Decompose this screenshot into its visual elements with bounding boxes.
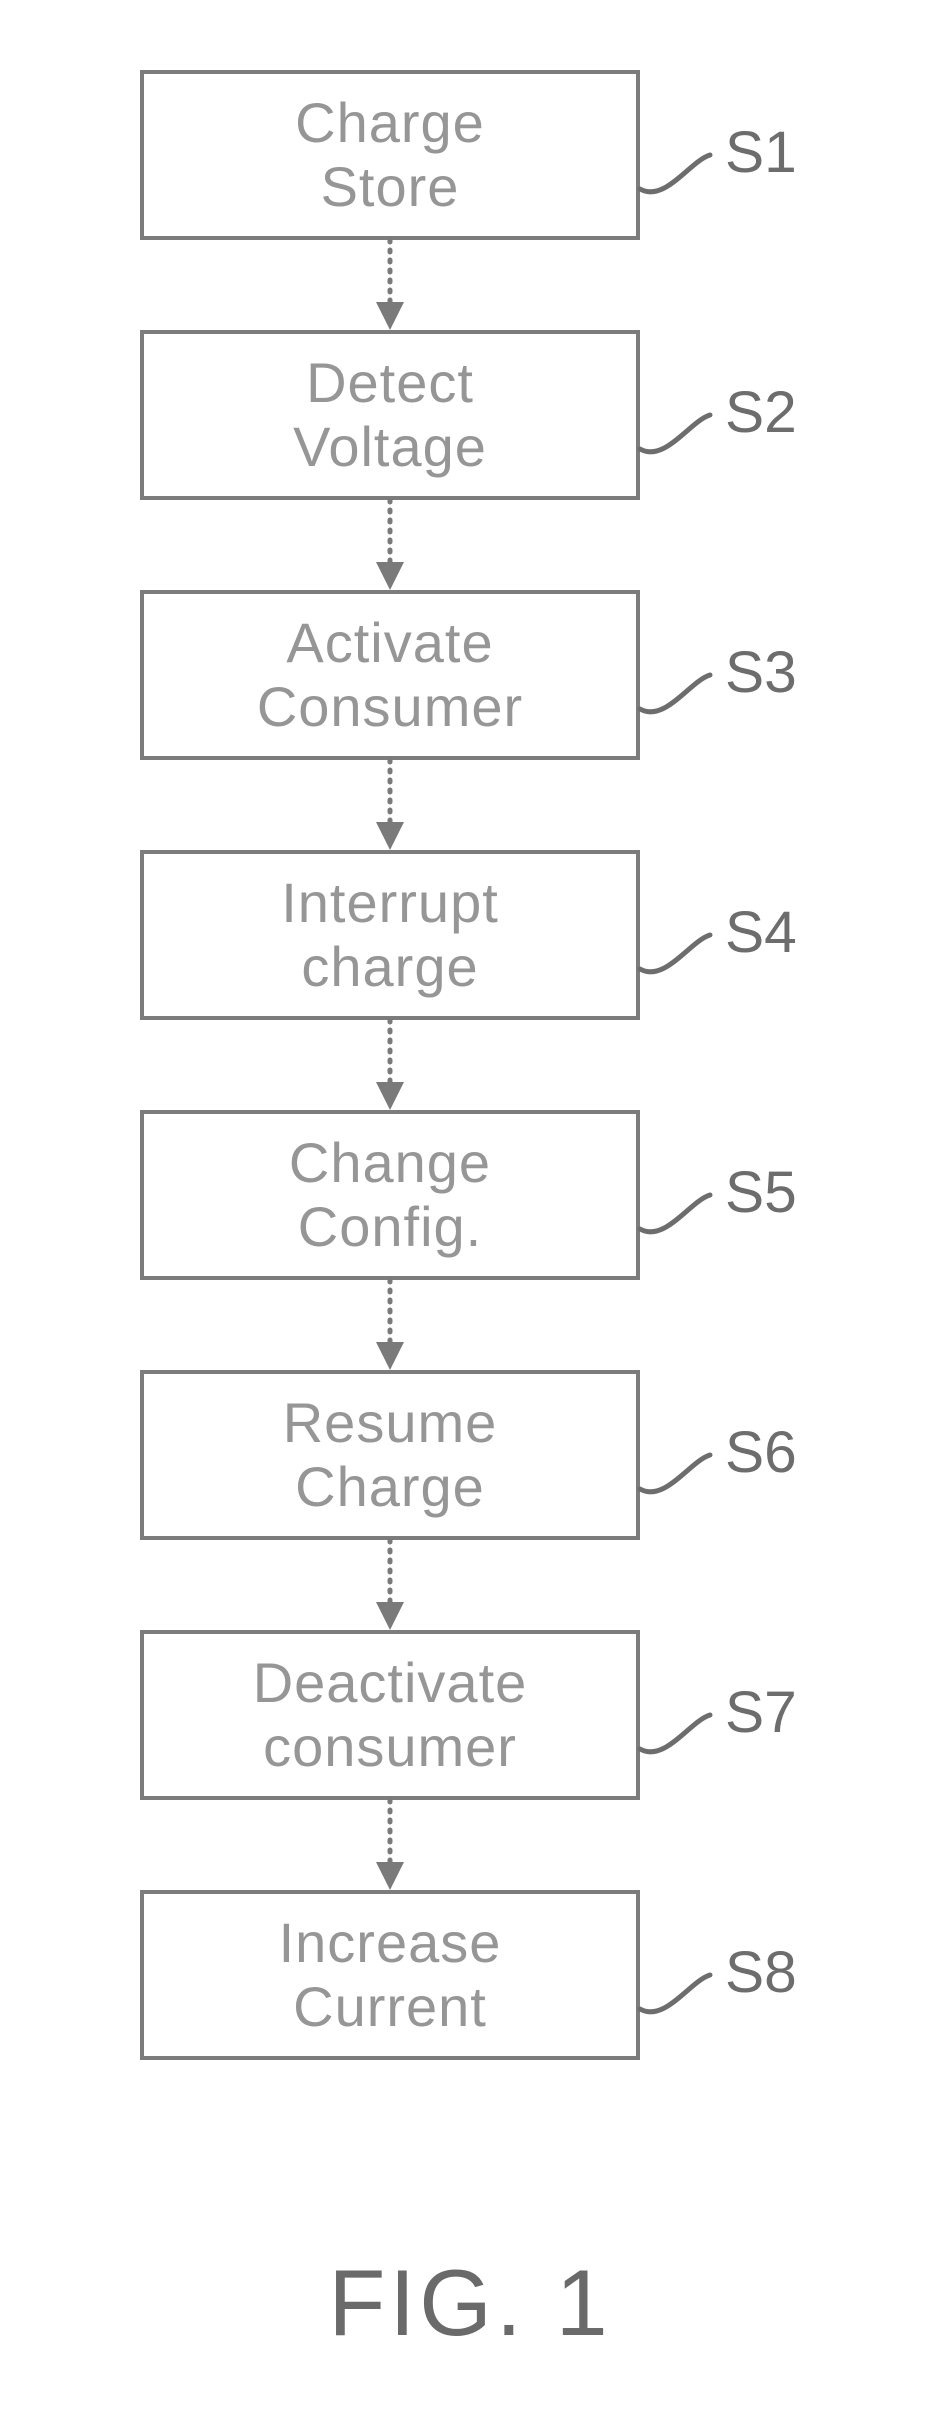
flow-step-s7-line2: consumer [263, 1715, 517, 1779]
flow-arrow [360, 760, 420, 850]
callout-s2 [640, 405, 720, 459]
flow-step-s1-line2: Store [321, 155, 460, 219]
flow-step-s1: ChargeStore [140, 70, 640, 240]
callout-s7 [640, 1705, 720, 1759]
flow-step-s3-line2: Consumer [257, 675, 523, 739]
step-label-s4: S4 [725, 899, 797, 966]
flow-step-s2-line1: Detect [306, 351, 474, 415]
flow-arrow [360, 1800, 420, 1890]
callout-s1 [640, 145, 720, 199]
callout-s3 [640, 665, 720, 719]
step-label-s5: S5 [725, 1159, 797, 1226]
flow-step-s6-line1: Resume [283, 1391, 498, 1455]
flow-step-s2: DetectVoltage [140, 330, 640, 500]
flow-step-s8: IncreaseCurrent [140, 1890, 640, 2060]
flow-step-s4-line1: Interrupt [281, 871, 499, 935]
flow-step-s3-line1: Activate [286, 611, 493, 675]
step-label-s1: S1 [725, 119, 797, 186]
flow-step-s5: ChangeConfig. [140, 1110, 640, 1280]
flowchart-canvas: ChargeStoreS1DetectVoltageS2ActivateCons… [0, 0, 926, 2436]
flow-step-s3: ActivateConsumer [140, 590, 640, 760]
figure-caption: FIG. 1 [280, 2250, 660, 2357]
step-label-s2: S2 [725, 379, 797, 446]
flow-step-s4: Interruptcharge [140, 850, 640, 1020]
flow-step-s8-line1: Increase [279, 1911, 502, 1975]
step-label-s7: S7 [725, 1679, 797, 1746]
flow-step-s5-line1: Change [289, 1131, 491, 1195]
flow-arrow [360, 1280, 420, 1370]
flow-step-s8-line2: Current [293, 1975, 487, 2039]
flow-arrow [360, 500, 420, 590]
flow-step-s6: ResumeCharge [140, 1370, 640, 1540]
flow-step-s7: Deactivateconsumer [140, 1630, 640, 1800]
flow-step-s5-line2: Config. [298, 1195, 482, 1259]
flow-step-s6-line2: Charge [295, 1455, 485, 1519]
flow-arrow [360, 1020, 420, 1110]
flow-step-s1-line1: Charge [295, 91, 485, 155]
callout-s6 [640, 1445, 720, 1499]
flow-arrow [360, 240, 420, 330]
step-label-s8: S8 [725, 1939, 797, 2006]
flow-step-s4-line2: charge [301, 935, 478, 999]
step-label-s6: S6 [725, 1419, 797, 1486]
callout-s5 [640, 1185, 720, 1239]
callout-s4 [640, 925, 720, 979]
flow-arrow [360, 1540, 420, 1630]
step-label-s3: S3 [725, 639, 797, 706]
callout-s8 [640, 1965, 720, 2019]
flow-step-s2-line2: Voltage [293, 415, 487, 479]
flow-step-s7-line1: Deactivate [253, 1651, 528, 1715]
